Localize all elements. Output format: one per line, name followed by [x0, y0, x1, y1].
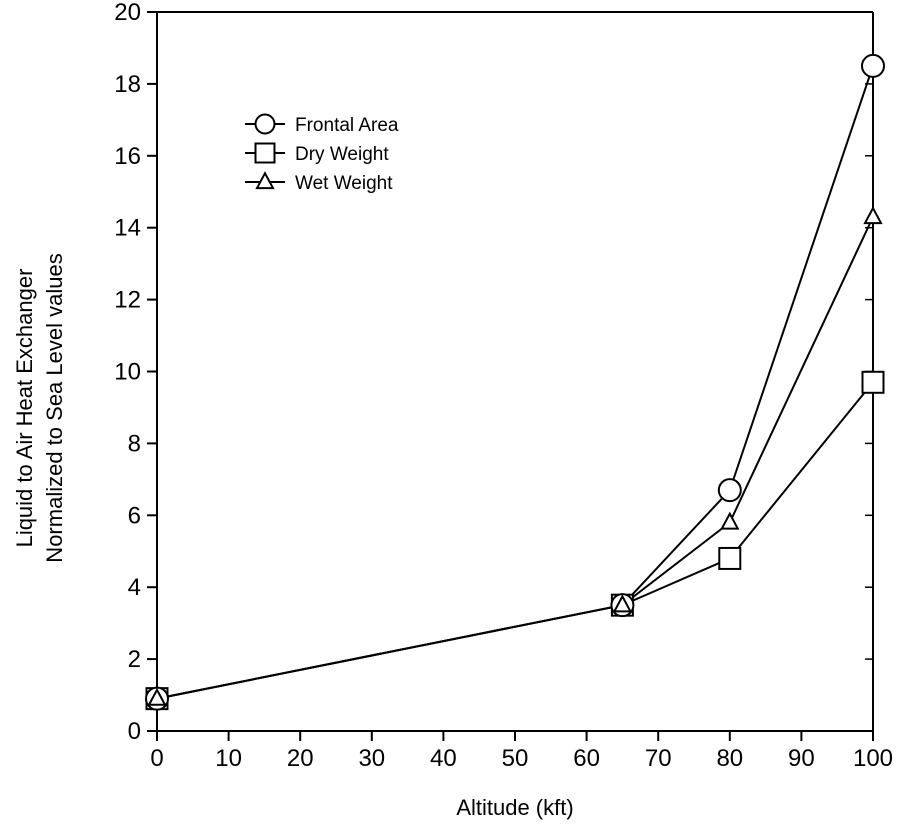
x-tick-label: 80: [716, 745, 743, 772]
series-line-square: [156, 381, 874, 700]
legend: Frontal Area Dry Weight Wet Weight: [245, 113, 399, 194]
x-tick-label: 70: [645, 745, 672, 772]
x-tick-label: 50: [502, 745, 529, 772]
y-axis-title-line-1: Liquid to Air Heat Exchanger: [12, 269, 37, 548]
y-tick-label: 16: [114, 143, 141, 170]
x-tick-label: 10: [215, 745, 242, 772]
data-point-square: [861, 370, 885, 394]
x-tick-label: 20: [287, 745, 314, 772]
data-point-triangle: [612, 594, 633, 613]
y-tick-label: 20: [114, 0, 141, 26]
axes: 0 2 4 6 8 10 12 14 16 18 20 0 10 20 30 40 50 60 70 80 90 100: [114, 0, 893, 772]
legend-marker-square: [254, 142, 276, 164]
x-tick-label: 100: [853, 745, 893, 772]
series-line-triangle: [156, 216, 874, 700]
data-point-triangle: [863, 205, 883, 225]
y-tick-label: 2: [128, 646, 141, 673]
legend-label: Frontal Area: [295, 115, 399, 136]
x-tick-label: 60: [573, 745, 600, 772]
y-tick-label: 0: [128, 718, 141, 745]
y-tick-label: 18: [114, 71, 141, 98]
x-tick-label: 90: [788, 745, 815, 772]
y-tick-label: 14: [114, 215, 141, 242]
y-tick-label: 6: [128, 502, 141, 529]
data-point-triangle: [720, 511, 740, 530]
x-tick-label: 0: [150, 745, 163, 772]
legend-label: Wet Weight: [295, 173, 393, 194]
data-point-square: [718, 546, 742, 570]
data-point-circle: [861, 53, 885, 78]
data-point-triangle: [147, 687, 167, 706]
y-axis-title-line-2: Normalized to Sea Level values: [42, 253, 67, 562]
x-tick-label: 30: [358, 745, 385, 772]
data-point-circle: [717, 478, 742, 503]
y-tick-label: 8: [128, 430, 141, 457]
y-tick-label: 12: [114, 287, 141, 314]
legend-marker-triangle: [255, 171, 275, 190]
x-tick-label: 40: [430, 745, 457, 772]
series-layer: [145, 53, 885, 711]
x-axis-title: Altitude (kft): [456, 795, 573, 820]
legend-marker-circle: [254, 113, 276, 135]
y-tick-label: 10: [114, 359, 141, 386]
y-tick-label: 4: [128, 574, 141, 601]
legend-label: Dry Weight: [295, 144, 389, 165]
